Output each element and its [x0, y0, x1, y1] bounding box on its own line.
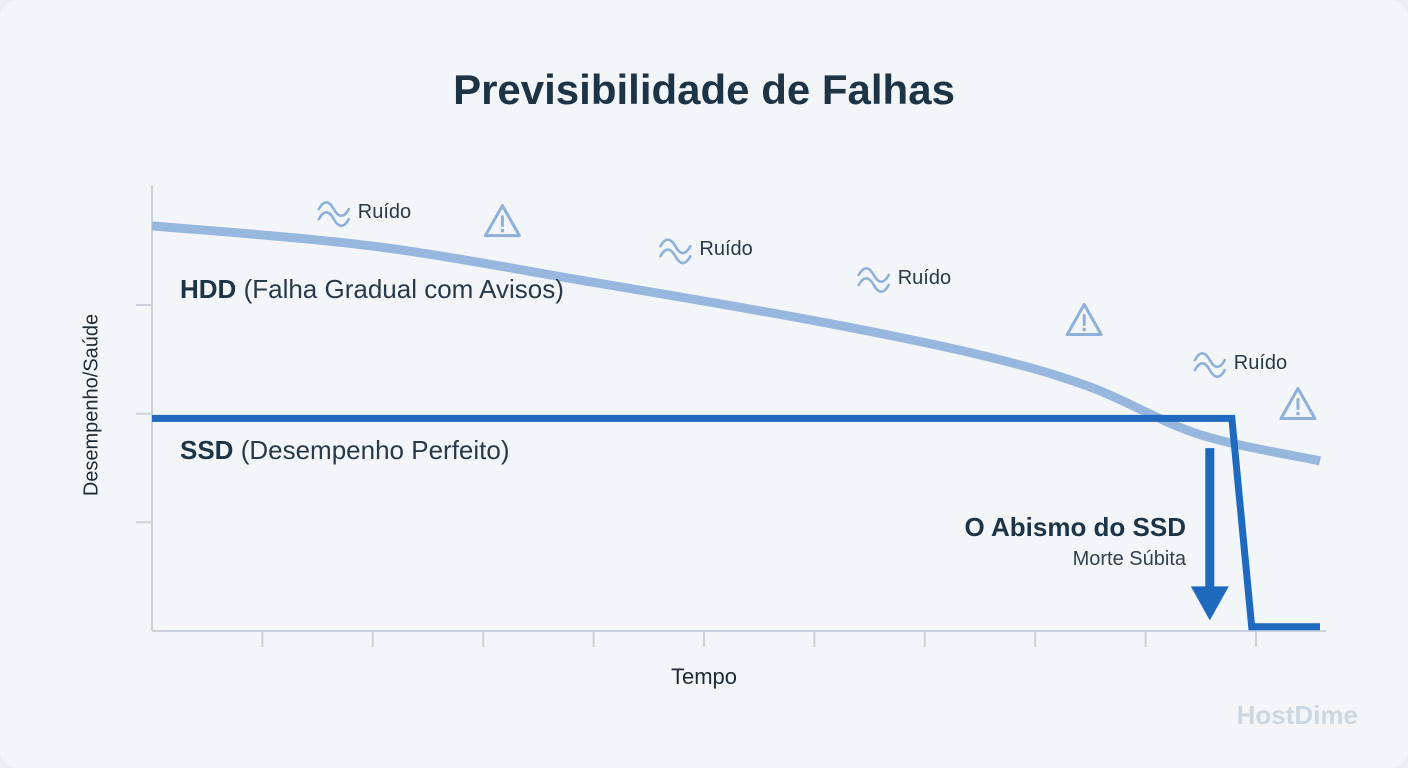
wave-icon — [857, 266, 891, 294]
arrow-down-icon — [1190, 586, 1229, 621]
wave-icon — [659, 238, 692, 265]
brand-watermark: HostDime — [1236, 700, 1358, 730]
warning-triangle-icon — [1279, 386, 1317, 420]
noise-label: Ruído — [1233, 352, 1288, 375]
chart-axes — [136, 185, 1326, 647]
chart-title: Previsibilidade de Falhas — [453, 66, 955, 113]
noise-label: Ruído — [699, 238, 753, 261]
noise-label: Ruído — [897, 267, 952, 289]
warning-triangle-icon — [1065, 302, 1103, 336]
cliff-title: O Abismo do SSD — [964, 512, 1187, 542]
wave-icon — [317, 201, 351, 228]
wave-icon — [1193, 352, 1227, 379]
cliff-subtitle: Morte Súbita — [1072, 548, 1186, 570]
ssd-series-label: SSD (Desempenho Perfeito) — [180, 435, 510, 465]
warning-triangle-icon — [483, 204, 521, 238]
series-layer — [151, 221, 1321, 631]
noise-label: Ruído — [357, 201, 412, 224]
ssd-series-line — [152, 414, 1320, 631]
x-axis-label: Tempo — [670, 664, 738, 689]
hdd-series-line — [151, 221, 1321, 466]
hdd-series-label: HDD (Falha Gradual com Avisos) — [180, 274, 564, 304]
icon-layer — [317, 201, 1317, 420]
